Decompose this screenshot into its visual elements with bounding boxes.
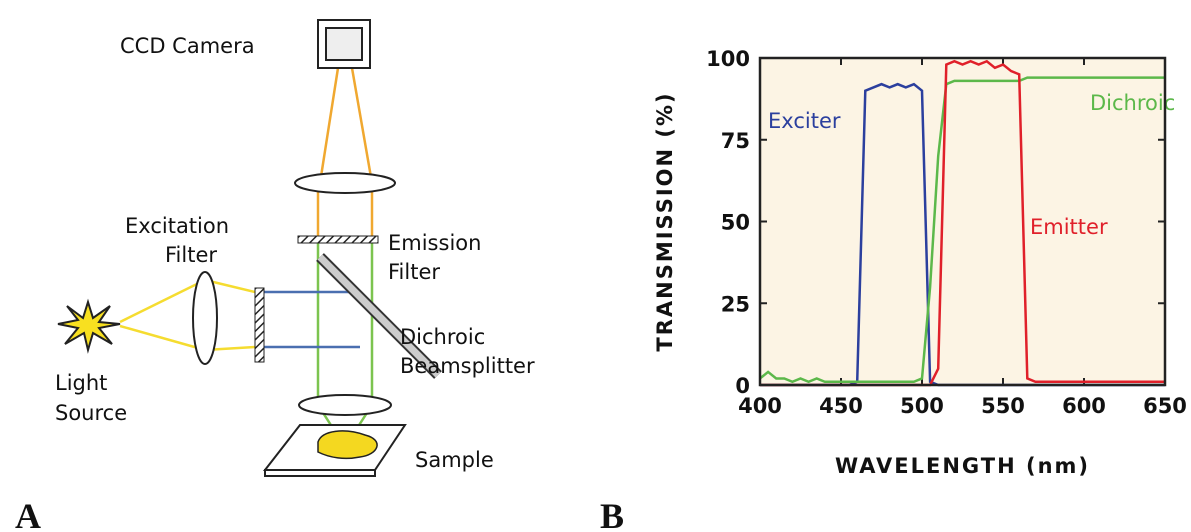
y-tick-label: 75 bbox=[721, 129, 750, 153]
x-tick-label: 550 bbox=[981, 394, 1025, 418]
x-tick-label: 500 bbox=[900, 394, 944, 418]
label: Beamsplitter bbox=[400, 354, 535, 378]
label: CCD Camera bbox=[120, 34, 255, 58]
lens bbox=[193, 272, 217, 364]
beam bbox=[120, 326, 205, 350]
lens bbox=[299, 395, 391, 415]
label: Light bbox=[55, 371, 107, 395]
camera-sensor bbox=[326, 28, 362, 60]
label: Filter bbox=[388, 260, 440, 284]
label: Emission bbox=[388, 231, 481, 255]
panel-label: A bbox=[15, 496, 41, 532]
label: Source bbox=[55, 401, 127, 425]
figure: CCD Camera Excitation Filter Emission Fi… bbox=[0, 0, 1191, 532]
panel-label: B bbox=[600, 496, 624, 532]
sample-slide bbox=[265, 470, 375, 476]
x-tick-label: 650 bbox=[1143, 394, 1187, 418]
x-tick-label: 400 bbox=[738, 394, 782, 418]
light-source bbox=[58, 302, 120, 350]
excitation-filter bbox=[255, 288, 264, 362]
series-label: Exciter bbox=[768, 109, 841, 133]
x-tick-label: 450 bbox=[819, 394, 863, 418]
diagram-a: CCD Camera Excitation Filter Emission Fi… bbox=[15, 20, 535, 532]
series-label: Emitter bbox=[1030, 215, 1108, 239]
x-axis-label: WAVELENGTH (nm) bbox=[835, 454, 1090, 478]
label: Excitation bbox=[125, 214, 229, 238]
y-axis-label: TRANSMISSION (%) bbox=[653, 91, 677, 351]
y-tick-label: 100 bbox=[706, 47, 750, 71]
beam bbox=[352, 68, 372, 183]
label: Dichroic bbox=[400, 325, 485, 349]
beam bbox=[320, 68, 338, 183]
y-tick-label: 50 bbox=[721, 211, 750, 235]
series-label: Dichroic bbox=[1090, 91, 1175, 115]
label: Filter bbox=[165, 243, 217, 267]
emission-filter bbox=[298, 236, 378, 243]
y-tick-label: 25 bbox=[721, 292, 750, 316]
label: Sample bbox=[415, 448, 494, 472]
lens bbox=[295, 173, 395, 193]
x-tick-label: 600 bbox=[1062, 394, 1106, 418]
